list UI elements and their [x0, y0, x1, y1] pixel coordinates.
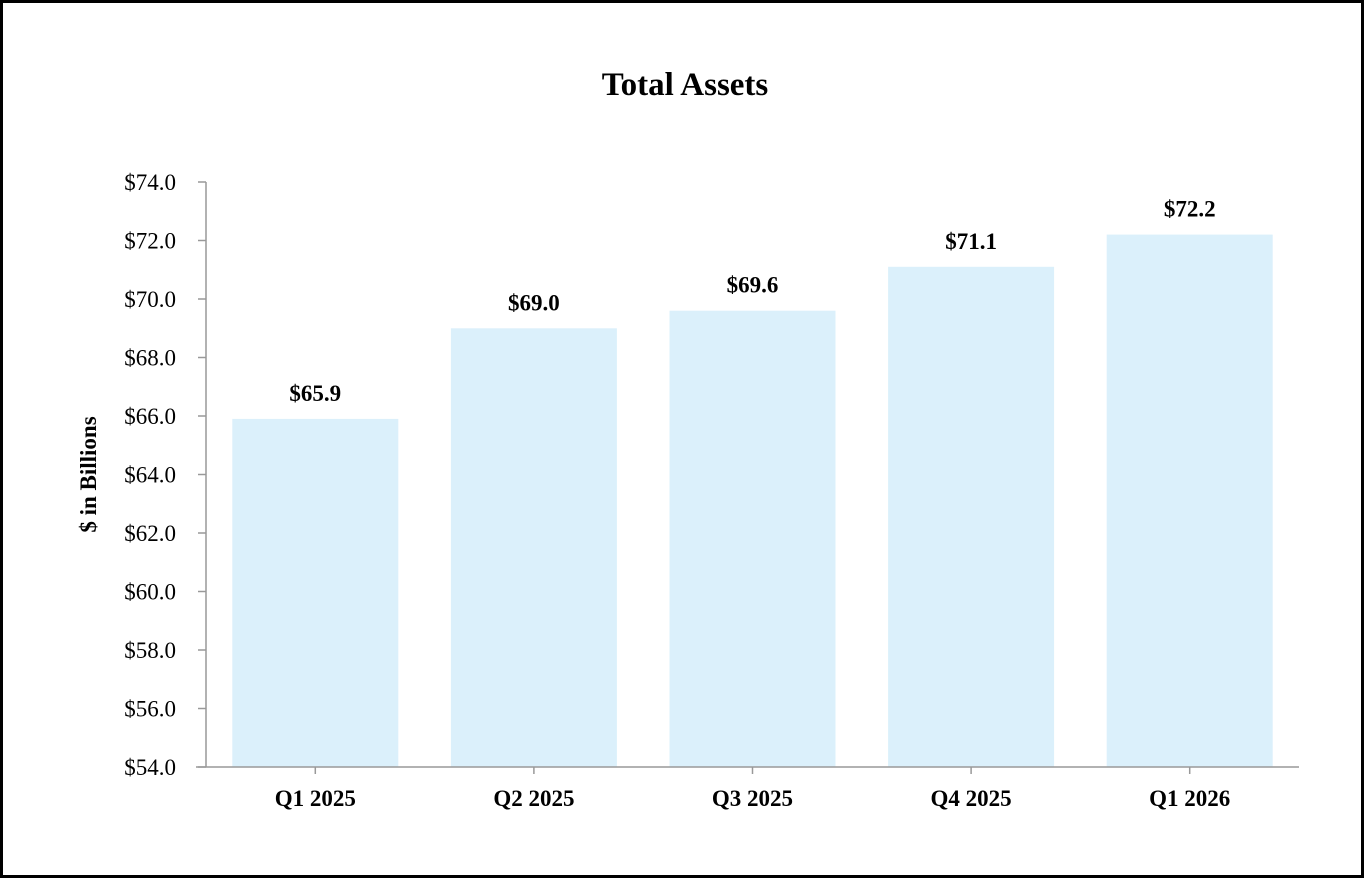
- x-tick-label-4: Q4 2025: [931, 786, 1012, 811]
- y-tick-label-11: $74.0: [124, 170, 176, 195]
- chart-title: Total Assets: [601, 67, 769, 103]
- y-axis-title: $ in Billions: [76, 416, 101, 532]
- bar-2: [450, 328, 617, 768]
- y-tick-label-2: $56.0: [124, 697, 176, 722]
- x-tick-label-3: Q3 2025: [712, 786, 793, 811]
- bars-group: [232, 234, 1273, 768]
- x-tick-label-5: Q1 2026: [1149, 786, 1230, 811]
- y-tick-label-5: $62.0: [124, 521, 176, 546]
- x-tick-label-1: Q1 2025: [275, 786, 356, 811]
- data-label-5: $72.2: [1164, 197, 1216, 222]
- y-tick-label-3: $58.0: [124, 638, 176, 663]
- data-label-4: $71.1: [945, 229, 997, 254]
- bar-3: [669, 310, 836, 767]
- bar-5: [1106, 234, 1273, 768]
- y-tick-label-1: $54.0: [124, 755, 176, 780]
- labels-group: $65.9 Q1 2025 $69.0 Q2 2025 $69.6 Q3 2025 $71.…: [76, 170, 1230, 811]
- y-tick-label-4: $60.0: [124, 580, 176, 605]
- axes-group: [196, 181, 1299, 774]
- x-tick-label-2: Q2 2025: [493, 786, 574, 811]
- bar-4: [888, 266, 1055, 767]
- y-tick-label-10: $72.0: [124, 229, 176, 254]
- y-tick-label-7: $66.0: [124, 404, 176, 429]
- y-tick-label-9: $70.0: [124, 287, 176, 312]
- y-tick-label-6: $64.0: [124, 463, 176, 488]
- bar-1: [232, 418, 399, 767]
- data-label-2: $69.0: [508, 290, 560, 315]
- data-label-3: $69.6: [727, 273, 779, 298]
- y-tick-label-8: $68.0: [124, 346, 176, 371]
- data-label-1: $65.9: [289, 381, 341, 406]
